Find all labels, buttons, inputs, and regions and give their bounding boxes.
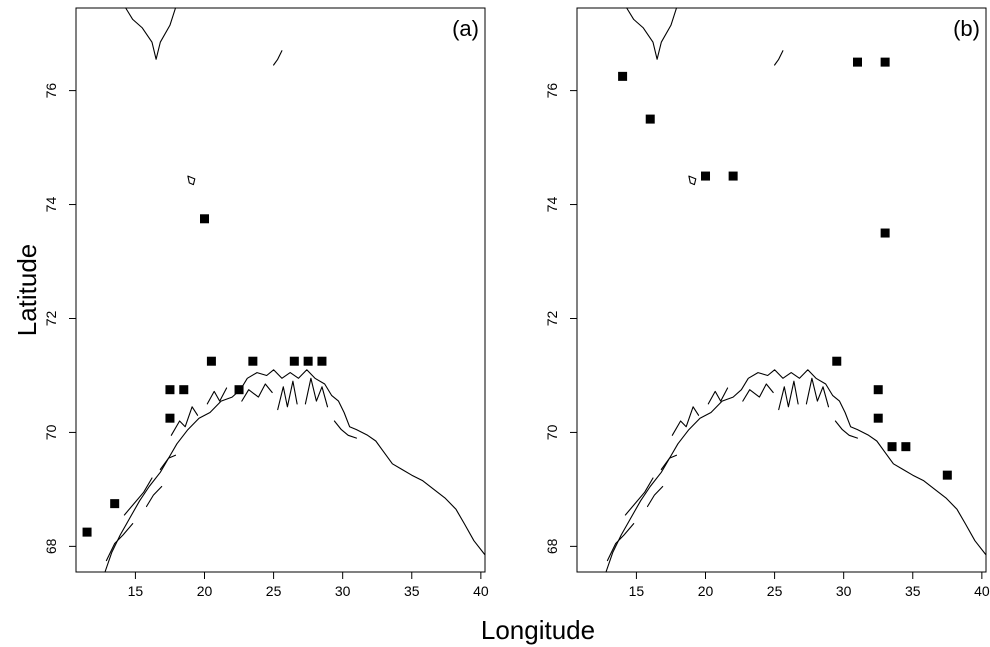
data-point-a-1	[110, 499, 120, 509]
x-tick-label-a-40: 40	[473, 583, 489, 599]
x-tick-label-a-30: 30	[335, 583, 351, 599]
data-point-b-3	[728, 171, 738, 181]
x-axis-title: Longitude	[481, 615, 595, 645]
coastline-a-7	[105, 523, 134, 562]
data-point-b-11	[901, 442, 911, 452]
x-tick-label-b-35: 35	[905, 583, 921, 599]
map-panel-b: 15 20 25 30 35 40 68 70 72 74 76 (b)	[544, 7, 990, 599]
x-tick-label-a-35: 35	[404, 583, 420, 599]
coastline-b-1	[671, 406, 700, 436]
x-tick-label-b-15: 15	[629, 583, 645, 599]
data-point-b-10	[887, 442, 897, 452]
coastline-a-10	[159, 454, 177, 471]
y-tick-label-a-76: 76	[43, 83, 59, 99]
coastline-b-0	[605, 369, 987, 573]
data-point-b-6	[880, 228, 890, 238]
y-tick-label-b-72: 72	[544, 310, 560, 326]
coastline-b-12	[774, 50, 784, 66]
panel-label-b: (b)	[953, 16, 980, 41]
y-tick-label-b-68: 68	[544, 538, 560, 554]
y-tick-label-b-74: 74	[544, 197, 560, 213]
data-point-b-2	[701, 171, 711, 181]
data-point-b-1	[645, 114, 655, 124]
data-point-b-12	[942, 470, 952, 480]
coastline-a-11	[125, 7, 177, 60]
coastline-a-4	[277, 380, 298, 411]
data-point-a-2	[165, 413, 175, 423]
x-tick-label-b-40: 40	[974, 583, 990, 599]
x-tick-label-b-30: 30	[836, 583, 852, 599]
coastline-a-9	[145, 485, 163, 508]
data-point-a-10	[303, 356, 313, 366]
data-point-b-8	[873, 385, 883, 395]
coastline-a-5	[304, 377, 329, 408]
panel-label-a: (a)	[452, 16, 479, 41]
map-panel-a: 15 20 25 30 35 40 68 70 72 74 76 (a)	[43, 7, 489, 599]
data-point-b-7	[832, 356, 842, 366]
data-point-b-4	[852, 57, 862, 67]
coastline-b-9	[646, 485, 664, 508]
y-tick-label-a-68: 68	[43, 538, 59, 554]
y-tick-label-a-72: 72	[43, 310, 59, 326]
plot-frame-a	[75, 7, 486, 573]
data-point-b-5	[880, 57, 890, 67]
x-tick-label-a-25: 25	[266, 583, 282, 599]
data-point-b-0	[618, 71, 628, 81]
coastline-a-8	[123, 477, 153, 516]
coastline-a-3	[241, 383, 273, 402]
coastline-b-8	[624, 477, 654, 516]
y-tick-label-b-76: 76	[544, 83, 560, 99]
data-point-b-9	[873, 413, 883, 423]
data-point-a-6	[206, 356, 216, 366]
data-point-a-8	[248, 356, 258, 366]
coastline-b-13	[688, 175, 697, 186]
data-point-a-4	[179, 385, 189, 395]
coastline-b-11	[626, 7, 678, 60]
coastline-b-6	[834, 420, 859, 439]
coastline-b-4	[778, 380, 799, 411]
y-tick-label-a-74: 74	[43, 197, 59, 213]
data-point-a-3	[165, 385, 175, 395]
coastline-b-10	[660, 454, 678, 471]
coastline-a-13	[187, 175, 196, 186]
coastline-a-1	[170, 406, 199, 436]
coastline-a-6	[333, 420, 358, 439]
coastline-b-5	[805, 377, 830, 408]
coastline-b-3	[742, 383, 774, 402]
x-tick-label-b-25: 25	[767, 583, 783, 599]
data-point-a-0	[82, 527, 92, 537]
x-tick-label-b-20: 20	[698, 583, 714, 599]
y-tick-label-b-70: 70	[544, 424, 560, 440]
plot-frame-b	[576, 7, 987, 573]
data-point-a-7	[234, 385, 244, 395]
coastline-b-2	[707, 387, 729, 405]
data-point-a-11	[317, 356, 327, 366]
data-point-a-5	[200, 214, 210, 224]
coastline-a-2	[206, 387, 228, 405]
data-point-a-9	[289, 356, 299, 366]
y-axis-title: Latitude	[12, 244, 42, 337]
y-tick-label-a-70: 70	[43, 424, 59, 440]
coastline-a-0	[104, 369, 486, 573]
coastline-b-7	[606, 523, 635, 562]
coastline-a-12	[273, 50, 283, 66]
x-tick-label-a-15: 15	[128, 583, 144, 599]
x-tick-label-a-20: 20	[197, 583, 213, 599]
